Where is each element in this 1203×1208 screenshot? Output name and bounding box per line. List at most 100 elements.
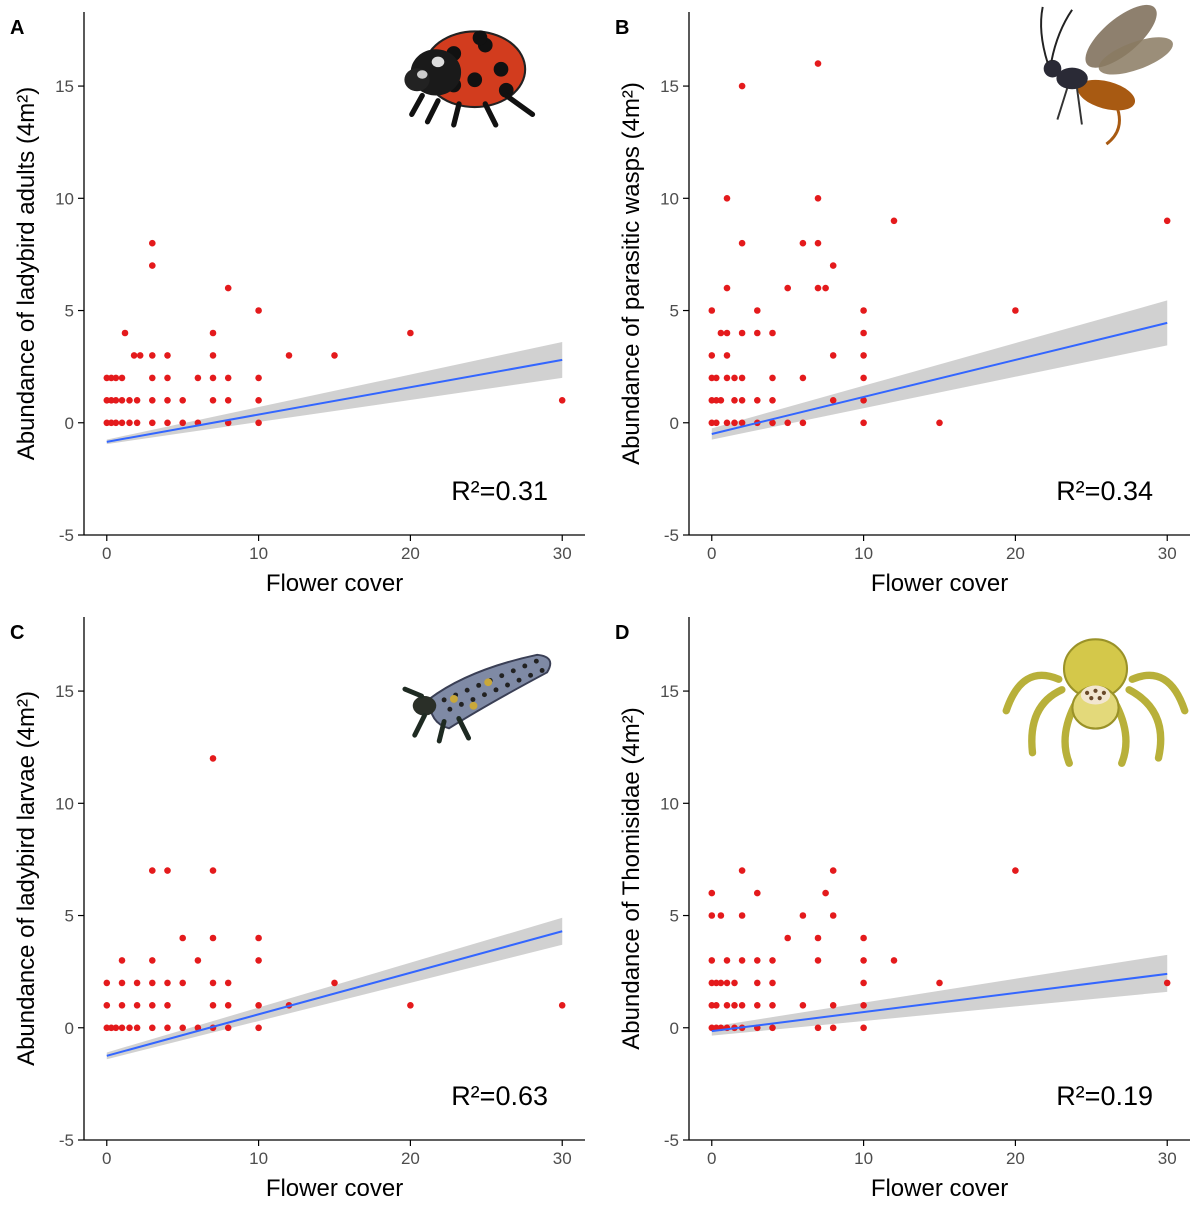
data-point: [860, 374, 867, 382]
data-point: [713, 979, 720, 987]
data-point: [860, 352, 867, 359]
data-point: [754, 1002, 761, 1009]
data-point: [164, 397, 171, 404]
data-point: [112, 419, 120, 427]
data-point: [738, 374, 746, 382]
data-point: [738, 419, 746, 427]
y-tick-label: -5: [59, 1131, 74, 1150]
data-point: [814, 957, 822, 964]
data-point: [713, 1002, 720, 1009]
data-point: [860, 419, 867, 427]
y-tick-label: 5: [670, 907, 679, 926]
data-point: [209, 867, 217, 874]
data-point: [799, 1002, 807, 1009]
data-point: [179, 979, 186, 987]
x-axis-title: Flower cover: [266, 1175, 403, 1202]
data-point: [754, 397, 761, 404]
data-point: [829, 1002, 837, 1009]
data-point: [224, 397, 232, 404]
data-point: [1012, 867, 1019, 874]
data-point: [209, 755, 217, 762]
data-point: [799, 239, 807, 247]
data-point: [255, 1024, 262, 1032]
data-point: [118, 1002, 126, 1009]
y-axis-title: Abundance of parasitic wasps (4m²): [618, 82, 645, 465]
data-point: [829, 912, 837, 919]
y-tick-label: 10: [55, 189, 74, 208]
data-point: [829, 262, 837, 269]
y-tick-label: 10: [660, 189, 679, 208]
data-point: [738, 957, 746, 964]
data-point: [255, 374, 262, 382]
data-point: [799, 419, 807, 427]
parasitic-wasp-icon: [1040, 4, 1173, 146]
x-tick-label: 10: [249, 1149, 268, 1168]
data-point: [255, 934, 262, 942]
data-point: [769, 1024, 776, 1032]
data-point: [126, 397, 133, 404]
data-point: [149, 867, 156, 874]
data-point: [179, 419, 186, 427]
data-point: [149, 1024, 156, 1032]
data-point: [164, 1002, 171, 1009]
data-point: [717, 397, 725, 404]
panel-label: C: [10, 622, 24, 644]
data-point: [112, 397, 120, 404]
y-tick-label: 10: [660, 794, 679, 813]
data-point: [194, 957, 202, 964]
data-point: [731, 374, 738, 382]
data-point: [164, 352, 171, 359]
data-point: [126, 1024, 133, 1032]
data-point: [118, 1024, 126, 1032]
data-point: [149, 262, 156, 269]
data-point: [558, 1002, 566, 1009]
data-point: [723, 957, 731, 964]
data-point: [723, 352, 731, 359]
data-point: [723, 1002, 731, 1009]
data-point: [331, 352, 338, 359]
data-point: [285, 352, 293, 359]
panel-c: 0 10 20 30 -5 0 5 10 15 Flower cover Abundance of …: [0, 605, 602, 1208]
data-point: [738, 82, 746, 90]
x-tick-label: 30: [553, 544, 572, 563]
ladybird-larva-icon: [402, 653, 552, 744]
data-point: [860, 957, 867, 964]
data-point: [209, 329, 217, 337]
r-squared-annotation: R²=0.34: [1056, 476, 1153, 506]
data-point: [407, 329, 414, 337]
data-point: [713, 374, 720, 382]
data-point: [224, 284, 232, 292]
data-point: [860, 1002, 867, 1009]
scatter-plot-a: 0 10 20 30 -5 0 5 10 15 Flower cover Abundance of …: [10, 12, 585, 597]
data-point: [133, 397, 141, 404]
data-point: [769, 329, 776, 337]
data-point: [118, 957, 126, 964]
data-point: [769, 957, 776, 964]
data-point: [723, 195, 731, 202]
data-point: [829, 867, 837, 874]
data-point: [224, 1002, 232, 1009]
data-point: [708, 352, 716, 359]
data-point: [860, 934, 867, 942]
data-point: [731, 397, 738, 404]
data-point: [754, 889, 761, 897]
x-tick-label: 0: [707, 544, 716, 563]
panel-label: A: [10, 17, 24, 39]
ladybird-adult-icon: [404, 30, 536, 128]
data-point: [255, 419, 262, 427]
data-point: [731, 979, 738, 987]
x-axis-title: Flower cover: [871, 570, 1008, 597]
data-point: [108, 374, 115, 382]
data-point: [738, 329, 746, 337]
confidence-band: [711, 954, 1168, 1036]
data-point: [164, 979, 171, 987]
data-point: [936, 979, 943, 987]
data-point: [769, 397, 776, 404]
x-tick-label: 20: [1006, 544, 1025, 563]
data-point: [164, 419, 171, 427]
y-tick-label: 0: [670, 414, 679, 433]
data-point: [814, 1024, 822, 1032]
x-tick-label: 20: [401, 544, 420, 563]
x-tick-label: 30: [1158, 544, 1177, 563]
